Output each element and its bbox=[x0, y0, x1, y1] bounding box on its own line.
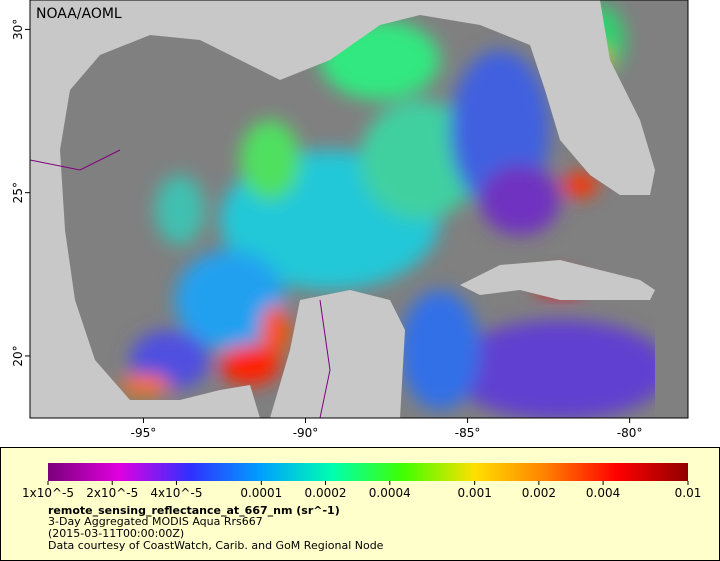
map-frame bbox=[29, 0, 689, 419]
variable-name: remote_sensing_reflectance_at_667_nm (sr… bbox=[48, 504, 340, 517]
credit: NOAA/AOML bbox=[36, 6, 122, 22]
courtesy: Data courtesy of CoastWatch, Carib. and … bbox=[48, 539, 384, 552]
lat-tick-label: 30° bbox=[11, 19, 25, 40]
atlantic bbox=[655, 0, 688, 418]
land-us-mexico bbox=[30, 0, 655, 418]
colorbar-tick-label: 1x10^-5 bbox=[22, 486, 74, 500]
lon-tick-label: -80° bbox=[617, 426, 643, 440]
lon-tick-label: -85° bbox=[455, 426, 481, 440]
border bbox=[319, 299, 331, 418]
lat-tick-label: 25° bbox=[11, 182, 25, 203]
colorbar-tick-label: 0.0001 bbox=[240, 486, 282, 500]
colorbar bbox=[48, 463, 688, 481]
colorbar-tick-label: 0.0002 bbox=[305, 486, 347, 500]
colorbar-tick-label: 0.0004 bbox=[369, 486, 411, 500]
colorbar-tick-label: 2x10^-5 bbox=[86, 486, 138, 500]
dataset-name: 3-Day Aggregated MODIS Aqua Rrs667 bbox=[48, 515, 263, 528]
land-yucatan bbox=[270, 290, 405, 418]
border bbox=[30, 149, 121, 171]
land-cuba bbox=[460, 260, 655, 300]
colorbar-tick-label: 0.001 bbox=[457, 486, 491, 500]
colorbar-tick-label: 4x10^-5 bbox=[150, 486, 202, 500]
colorbar-tick-label: 0.004 bbox=[586, 486, 620, 500]
colorbar-tick-label: 0.002 bbox=[522, 486, 556, 500]
colorbar-tick-label: 0.01 bbox=[675, 486, 702, 500]
map: NOAA/AOML bbox=[30, 0, 688, 418]
time: (2015-03-11T00:00:00Z) bbox=[48, 527, 184, 540]
axes: -95° -90° -85° -80° 30° 25° 20° bbox=[11, 19, 642, 440]
lon-tick-label: -95° bbox=[131, 426, 157, 440]
colorbar-ticks: 1x10^-5 2x10^-5 4x10^-5 0.0001 0.0002 0.0004 0… bbox=[22, 481, 701, 500]
lat-tick-label: 20° bbox=[11, 345, 25, 366]
lon-tick-label: -90° bbox=[293, 426, 319, 440]
satellite-data bbox=[120, 5, 670, 418]
